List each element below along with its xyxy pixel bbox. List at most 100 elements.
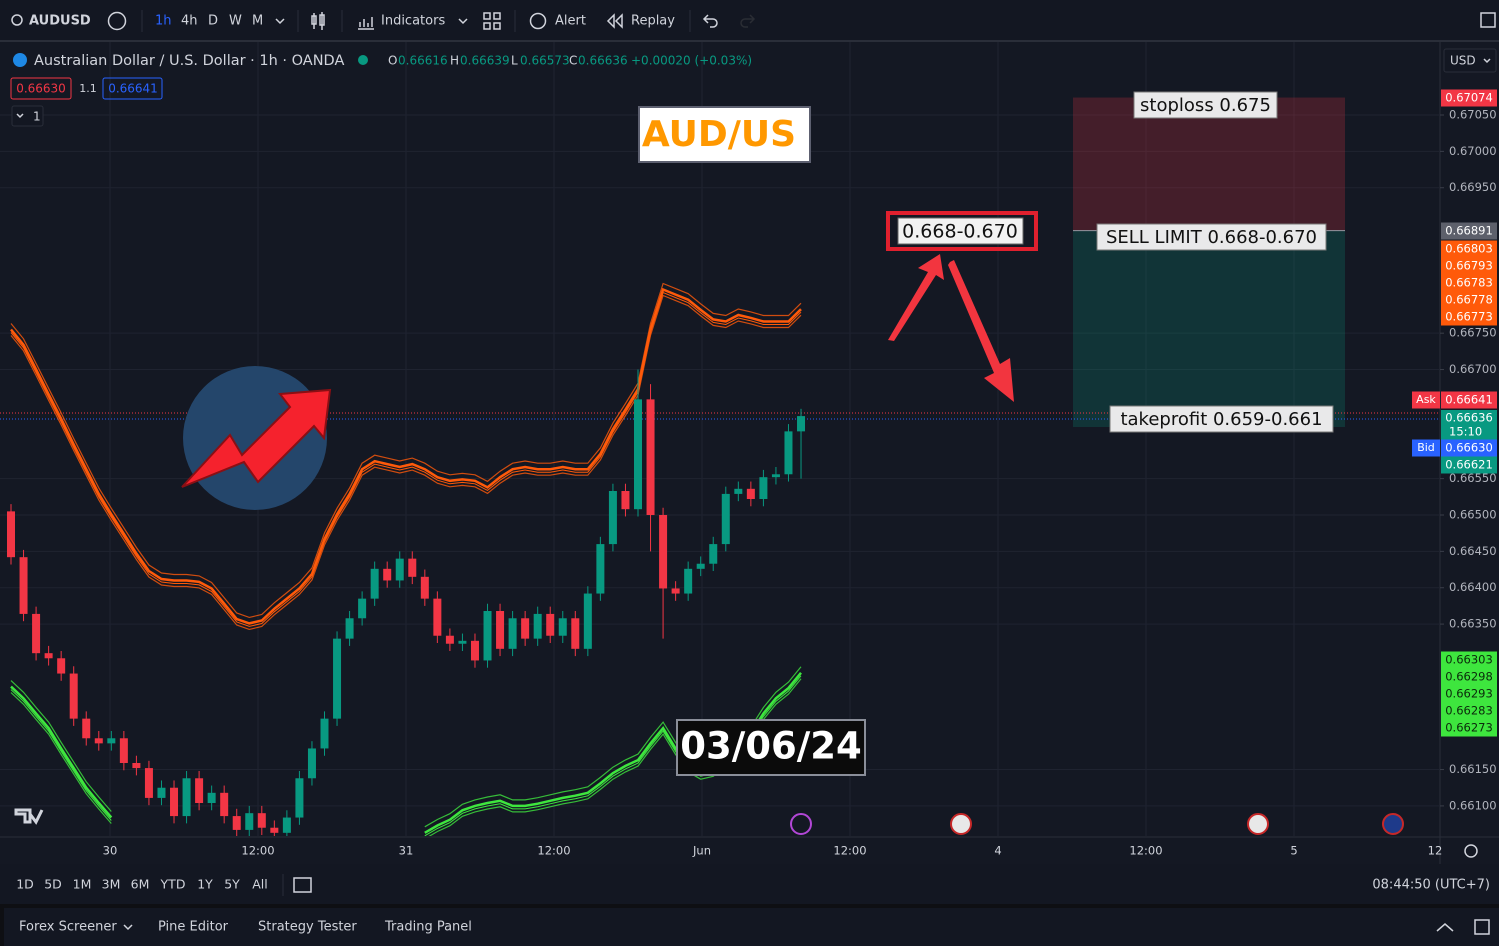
interval[interactable]: 4h (181, 14, 198, 29)
candle-body (257, 813, 266, 828)
ohlc-key: C (569, 54, 577, 68)
y-tick-label: 0.66400 (1449, 580, 1497, 594)
price-badge-label: 0.67074 (1445, 91, 1493, 105)
candle-body (157, 787, 166, 798)
window-icon[interactable] (1480, 12, 1496, 28)
x-tick-label: 5 (1290, 844, 1297, 858)
candle-body (107, 738, 116, 744)
chevron (16, 113, 24, 119)
event-flag[interactable] (1382, 813, 1404, 835)
event-flag[interactable] (950, 813, 972, 835)
range-button[interactable]: 1Y (197, 877, 213, 892)
price-badge (1441, 651, 1497, 669)
candle-body (295, 778, 304, 818)
expand-panel[interactable] (1436, 923, 1454, 932)
price-badge-label: 0.66636 (1445, 411, 1493, 425)
date-box (676, 719, 866, 776)
maximize-panel[interactable] (1474, 919, 1490, 935)
search-icon[interactable] (11, 14, 23, 26)
panel-tab[interactable]: Forex Screener (19, 920, 117, 935)
add-symbol[interactable] (107, 11, 127, 31)
chevron[interactable] (275, 18, 285, 25)
ohlc-key: L (511, 54, 518, 68)
event-flag[interactable] (1247, 813, 1269, 835)
position-label-box (1096, 223, 1327, 251)
candle-body (408, 558, 417, 577)
range-button[interactable]: 6M (131, 877, 150, 892)
interval[interactable]: W (229, 14, 242, 29)
y-tick-label: 0.67000 (1449, 144, 1497, 158)
range-button[interactable]: All (252, 877, 268, 892)
candle-body (19, 557, 28, 614)
interval[interactable]: M (252, 14, 263, 29)
sell-button[interactable] (10, 77, 72, 100)
range-button[interactable]: YTD (160, 877, 186, 892)
interval[interactable]: D (208, 14, 218, 29)
y-tick-label: 0.66500 (1449, 508, 1497, 522)
candle-body (7, 511, 15, 558)
range-button[interactable]: 1D (16, 877, 34, 892)
candle-body (596, 544, 605, 594)
replay-icon[interactable] (606, 13, 623, 29)
interval[interactable]: 1h (155, 14, 172, 29)
collapse-count[interactable]: 1 (33, 110, 41, 124)
upper-band-edge (10, 294, 802, 631)
ranges: 1D 5D 1M 3M 6M YTD 1Y 5Y All (16, 877, 268, 892)
price-badge-label: 0.66773 (1445, 310, 1493, 324)
buy-button[interactable] (102, 77, 163, 100)
chevron[interactable] (458, 18, 468, 25)
range-button[interactable]: 5D (44, 877, 62, 892)
price-badge (1441, 702, 1497, 720)
candle-body (608, 491, 617, 545)
buy-price[interactable]: 0.66641 (108, 82, 158, 96)
candle-body (282, 817, 291, 833)
replay[interactable]: Replay (631, 14, 675, 29)
panel-tab[interactable]: Strategy Tester (258, 920, 357, 935)
candle-body (797, 416, 806, 432)
settings-icon[interactable] (1464, 844, 1478, 858)
ohlc-key: H (450, 54, 459, 68)
y-tick-label: 0.66150 (1449, 762, 1497, 776)
indicators[interactable]: Indicators (381, 14, 445, 29)
panel-tab[interactable]: Trading Panel (384, 920, 472, 935)
chevron[interactable] (123, 924, 133, 931)
candle-body (44, 653, 53, 659)
range-button[interactable]: 1M (73, 877, 92, 892)
candle-body (746, 488, 755, 499)
price-badge (1441, 89, 1497, 107)
pair-box (638, 106, 811, 163)
goto-date[interactable] (293, 877, 312, 893)
icon-circle (183, 366, 327, 510)
sell-price[interactable]: 0.66630 (16, 82, 66, 96)
candle-body (144, 768, 153, 798)
undo[interactable] (702, 14, 718, 28)
event-icon[interactable] (790, 813, 812, 835)
indicators-icon[interactable] (358, 17, 374, 30)
redo[interactable] (740, 14, 756, 28)
price-badge (1441, 291, 1497, 309)
alert-icon[interactable] (529, 12, 547, 30)
symbol-icon (13, 53, 27, 67)
spread: 1.1 (79, 82, 97, 95)
collapse-button[interactable] (11, 105, 44, 127)
currency-button[interactable] (1443, 48, 1497, 73)
panel-tabs (4, 908, 1499, 946)
candle-body (508, 618, 517, 649)
range-button[interactable]: 3M (102, 877, 121, 892)
price-badge (1441, 719, 1497, 737)
price-badge-label: 0.66298 (1445, 670, 1493, 684)
panel-tab[interactable]: Pine Editor (158, 920, 229, 935)
candle-body (270, 827, 279, 833)
range-button[interactable]: 5Y (224, 877, 240, 892)
candle-body (182, 778, 191, 817)
chart-type[interactable] (311, 12, 325, 30)
alert[interactable]: Alert (555, 14, 586, 29)
clock: 08:44:50 (UTC+7) (1372, 878, 1490, 893)
candle-body (571, 618, 580, 649)
candle-body (395, 558, 404, 581)
layout-icon[interactable] (483, 12, 501, 30)
symbol[interactable]: AUDUSD (29, 14, 91, 29)
candle-body (558, 618, 567, 636)
toolbar (0, 0, 1499, 40)
currency[interactable]: USD (1450, 54, 1476, 68)
